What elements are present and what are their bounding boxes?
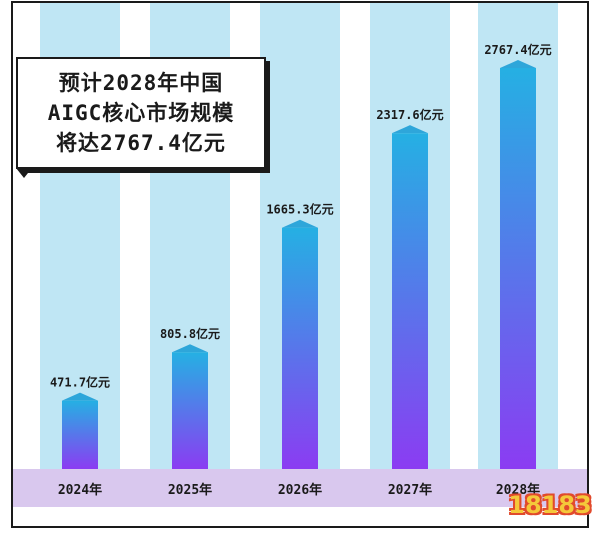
bar [172,352,208,469]
value-label: 2767.4亿元 [484,42,551,57]
title-callout: 预计2028年中国 AIGC核心市场规模 将达2767.4亿元 [16,57,266,169]
value-label: 471.7亿元 [50,375,110,390]
category-label: 2024年 [58,482,102,498]
category-label: 2027年 [388,482,432,498]
value-label: 2317.6亿元 [376,107,443,122]
bar [392,133,428,469]
value-label: 1665.3亿元 [266,202,333,217]
callout-tail [16,168,32,178]
title-line-3: 将达2767.4亿元 [56,131,226,155]
bar-cap [172,344,208,353]
bar-cap [392,125,428,134]
bar [500,68,536,469]
title-line-2: AIGC核心市场规模 [47,101,235,125]
bar-cap [500,60,536,68]
logo-text: 18183 [508,491,592,519]
title-line-1: 预计2028年中国 [58,71,224,95]
category-label: 2028年 [496,482,540,498]
bar [62,400,98,469]
bar [282,227,318,469]
axis-band [13,469,587,507]
category-label: 2025年 [168,482,212,498]
bar-cap [282,219,318,228]
value-label: 805.8亿元 [160,326,220,341]
category-label: 2026年 [278,482,322,498]
bar-cap [62,392,98,401]
site-logo: 18183 [508,487,592,521]
